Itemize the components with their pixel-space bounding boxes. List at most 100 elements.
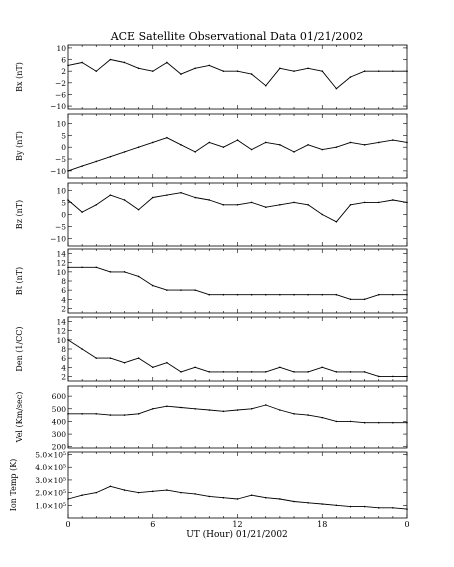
data-point	[222, 146, 225, 148]
data-point	[264, 293, 267, 296]
y-tick-label: 10	[56, 186, 66, 195]
data-point	[335, 146, 338, 148]
y-tick-label: 0	[61, 211, 66, 220]
series-line	[67, 137, 408, 172]
data-point	[151, 141, 154, 144]
series-line	[67, 339, 407, 377]
data-point	[95, 160, 98, 163]
y-axis-label: Bt (nT)	[15, 267, 24, 295]
y-tick-label: 2.0×10⁵	[35, 489, 66, 498]
data-point	[95, 70, 98, 72]
data-point	[180, 144, 182, 146]
data-point	[363, 505, 366, 508]
data-point	[194, 407, 196, 410]
data-point	[81, 266, 83, 269]
data-point	[123, 151, 126, 153]
data-point	[137, 67, 140, 70]
y-tick-label: 12	[56, 259, 66, 268]
x-tick-label: 18	[317, 520, 327, 529]
x-tick-label: 12	[232, 520, 242, 529]
data-point	[363, 298, 366, 301]
data-point	[236, 293, 239, 296]
y-tick-label: 6	[61, 56, 66, 65]
data-point	[67, 199, 69, 201]
y-tick-label: 6	[61, 286, 66, 295]
data-point	[363, 201, 366, 204]
data-point	[250, 201, 253, 204]
panel-frame	[67, 113, 408, 179]
y-tick-label: 2	[61, 67, 66, 76]
y-tick-label: −10	[50, 167, 66, 176]
data-point	[137, 413, 140, 415]
data-point	[307, 501, 309, 504]
data-point	[264, 206, 267, 209]
panel-frame	[67, 385, 408, 449]
series-line	[67, 192, 408, 223]
y-tick-label: −10	[50, 235, 66, 244]
panel-7: 5.0×10⁵ 4.0×10⁵ 3.0×10⁵ 2.0×10⁵ 1.0×10⁵ Ion T…	[9, 451, 408, 519]
data-point	[264, 404, 267, 406]
data-point	[222, 371, 225, 373]
data-point	[250, 494, 253, 496]
data-point	[321, 148, 324, 151]
y-tick-label: 10	[56, 44, 66, 53]
data-point	[123, 271, 126, 273]
data-point	[406, 201, 408, 204]
data-point	[194, 289, 196, 291]
data-point	[81, 494, 83, 496]
data-point	[392, 293, 394, 296]
y-tick-label: 10	[56, 336, 66, 345]
x-tick-label: 0	[404, 520, 409, 529]
data-point	[81, 61, 83, 64]
data-point	[180, 491, 182, 494]
data-point	[349, 76, 352, 78]
y-tick-label: 8	[61, 345, 66, 354]
data-point	[279, 498, 281, 500]
data-point	[137, 208, 140, 211]
data-point	[279, 293, 281, 296]
data-point	[208, 64, 211, 67]
data-point	[321, 293, 324, 296]
y-tick-label: 0	[61, 143, 66, 152]
data-point	[180, 371, 182, 373]
panel-3: 10 5 0 −5 −10 Bz (nT)	[15, 182, 408, 247]
data-point	[250, 371, 253, 373]
panel-2: 10 5 0 −5 −10 By (nT)	[15, 113, 408, 179]
data-point	[222, 410, 225, 413]
data-point	[279, 144, 281, 146]
data-point	[208, 409, 211, 411]
y-axis-label: Bz (nT)	[15, 200, 24, 229]
data-point	[377, 375, 380, 378]
data-point	[335, 220, 338, 223]
data-point	[406, 141, 408, 144]
data-point	[151, 407, 154, 410]
data-point	[377, 293, 380, 296]
data-point	[222, 204, 225, 206]
data-point	[363, 144, 366, 146]
data-point	[250, 293, 253, 296]
data-point	[222, 293, 225, 296]
data-point	[307, 371, 309, 373]
data-point	[264, 84, 267, 87]
data-point	[81, 211, 83, 213]
data-point	[321, 503, 324, 505]
y-tick-label: 4.0×10⁵	[35, 463, 66, 472]
y-tick-label: −6	[55, 90, 66, 99]
y-tick-label: 5	[61, 198, 66, 207]
data-point	[250, 148, 253, 151]
data-point	[166, 361, 168, 364]
data-point	[335, 293, 338, 296]
y-tick-label: 10	[56, 268, 66, 277]
data-point	[109, 357, 112, 359]
data-point	[392, 139, 394, 141]
data-point	[109, 155, 112, 158]
data-point	[151, 284, 154, 287]
data-point	[194, 493, 196, 495]
data-point	[279, 67, 281, 70]
data-point	[151, 490, 154, 493]
data-point	[293, 413, 295, 415]
data-point	[137, 146, 140, 148]
data-point	[67, 170, 69, 172]
